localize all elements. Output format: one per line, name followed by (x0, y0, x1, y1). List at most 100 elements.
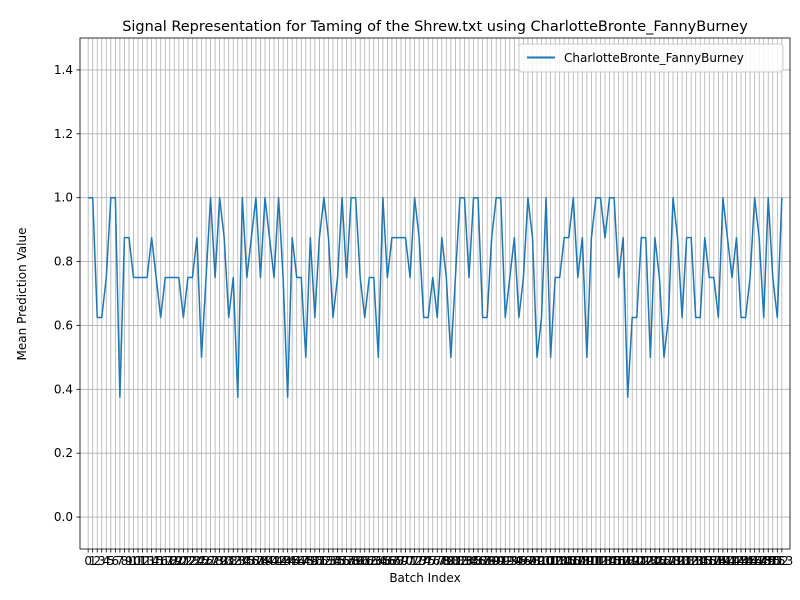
x-tick-label: 27 (203, 554, 218, 568)
x-tick-label: 142 (721, 554, 744, 568)
x-tick-label: 7 (116, 554, 124, 568)
x-tick-label: 104 (548, 554, 571, 568)
x-tick-label: 29 (212, 554, 227, 568)
x-tick-label: 61 (357, 554, 372, 568)
x-tick-label: 143 (725, 554, 748, 568)
x-tick-label: 43 (275, 554, 290, 568)
x-tick-label: 23 (185, 554, 200, 568)
legend: CharlotteBronte_FannyBurney (518, 43, 784, 73)
y-tick-label: 0.2 (54, 446, 73, 460)
x-tick-label: 144 (730, 554, 753, 568)
x-tick-label: 129 (662, 554, 685, 568)
x-tick-label: 4 (102, 554, 110, 568)
x-tick-label: 0 (84, 554, 92, 568)
x-tick-label: 139 (707, 554, 730, 568)
x-tick-label: 35 (239, 554, 254, 568)
x-tick-label: 113 (589, 554, 612, 568)
x-tick-label: 86 (470, 554, 485, 568)
x-tick-label: 96 (516, 554, 531, 568)
x-tick-label: 99 (529, 554, 544, 568)
x-tick-label: 10 (126, 554, 141, 568)
x-tick-label: 128 (657, 554, 680, 568)
legend-box (518, 43, 784, 73)
x-tick-label: 140 (711, 554, 734, 568)
legend-label: CharlotteBronte_FannyBurney (564, 51, 744, 65)
x-tick-label: 9 (125, 554, 133, 568)
y-tick-label: 0.4 (54, 382, 73, 396)
x-tick-label: 108 (566, 554, 589, 568)
x-tick-label: 92 (498, 554, 513, 568)
x-tick-label: 22 (180, 554, 195, 568)
x-tick-label: 8 (121, 554, 129, 568)
x-tick-label: 119 (616, 554, 639, 568)
x-tick-label: 95 (511, 554, 526, 568)
y-tick-label: 0.8 (54, 255, 73, 269)
x-tick-label: 151 (761, 554, 784, 568)
x-tick-label: 6 (112, 554, 120, 568)
x-tick-label: 33 (230, 554, 245, 568)
x-tick-label: 87 (475, 554, 490, 568)
x-tick-label: 100 (530, 554, 553, 568)
x-tick-label: 107 (562, 554, 585, 568)
x-tick-label: 54 (325, 554, 340, 568)
x-tick-label: 11 (130, 554, 145, 568)
x-tick-label: 56 (334, 554, 349, 568)
x-tick-label: 32 (226, 554, 241, 568)
x-tick-label: 67 (384, 554, 399, 568)
x-tick-label: 60 (353, 554, 368, 568)
x-tick-label: 48 (298, 554, 313, 568)
x-tick-label: 135 (689, 554, 712, 568)
x-tick-label: 98 (525, 554, 540, 568)
x-tick-label: 73 (411, 554, 426, 568)
x-tick-label: 57 (339, 554, 354, 568)
x-tick-label: 121 (625, 554, 648, 568)
x-tick-label: 81 (448, 554, 463, 568)
x-tick-label: 20 (171, 554, 186, 568)
x-tick-label: 152 (766, 554, 789, 568)
x-tick-label: 24 (189, 554, 204, 568)
x-axis-title: Batch Index (389, 571, 460, 585)
x-tick-label: 103 (544, 554, 567, 568)
x-tick-label: 78 (434, 554, 449, 568)
x-tick-label: 137 (698, 554, 721, 568)
x-tick-label: 134 (684, 554, 707, 568)
x-tick-label: 132 (675, 554, 698, 568)
x-tick-label: 120 (621, 554, 644, 568)
y-tick-label: 1.0 (54, 191, 73, 205)
x-tick-label: 53 (321, 554, 336, 568)
series-layer (88, 196, 783, 399)
x-tick-label: 125 (643, 554, 666, 568)
x-tick-label: 76 (425, 554, 440, 568)
x-tick-label: 13 (139, 554, 154, 568)
x-tick-label: 146 (739, 554, 762, 568)
x-tick-label: 88 (479, 554, 494, 568)
plot-frame (79, 37, 791, 550)
x-tick-label: 66 (380, 554, 395, 568)
x-tick-label: 31 (221, 554, 236, 568)
x-tick-label: 49 (303, 554, 318, 568)
x-tick-label: 106 (557, 554, 580, 568)
y-tick-label: 1.2 (54, 127, 73, 141)
x-tick-label: 130 (666, 554, 689, 568)
x-tick-label: 79 (439, 554, 454, 568)
x-tick-label: 39 (257, 554, 272, 568)
x-tick-label: 18 (162, 554, 177, 568)
y-tick-label: 0.6 (54, 318, 73, 332)
x-tick-label: 150 (757, 554, 780, 568)
x-tick-label: 16 (153, 554, 168, 568)
x-tick-label: 58 (343, 554, 358, 568)
x-tick-label: 2 (93, 554, 101, 568)
x-tick-label: 126 (648, 554, 671, 568)
y-tick-label: 1.4 (54, 63, 73, 77)
x-tick-label: 112 (584, 554, 607, 568)
x-tick-label: 30 (217, 554, 232, 568)
x-tick-label: 116 (603, 554, 626, 568)
x-tick-label: 63 (366, 554, 381, 568)
x-tick-label: 25 (194, 554, 209, 568)
x-tick-label: 117 (607, 554, 630, 568)
x-tick-label: 17 (158, 554, 173, 568)
x-tick-label: 28 (207, 554, 222, 568)
x-tick-label: 138 (702, 554, 725, 568)
